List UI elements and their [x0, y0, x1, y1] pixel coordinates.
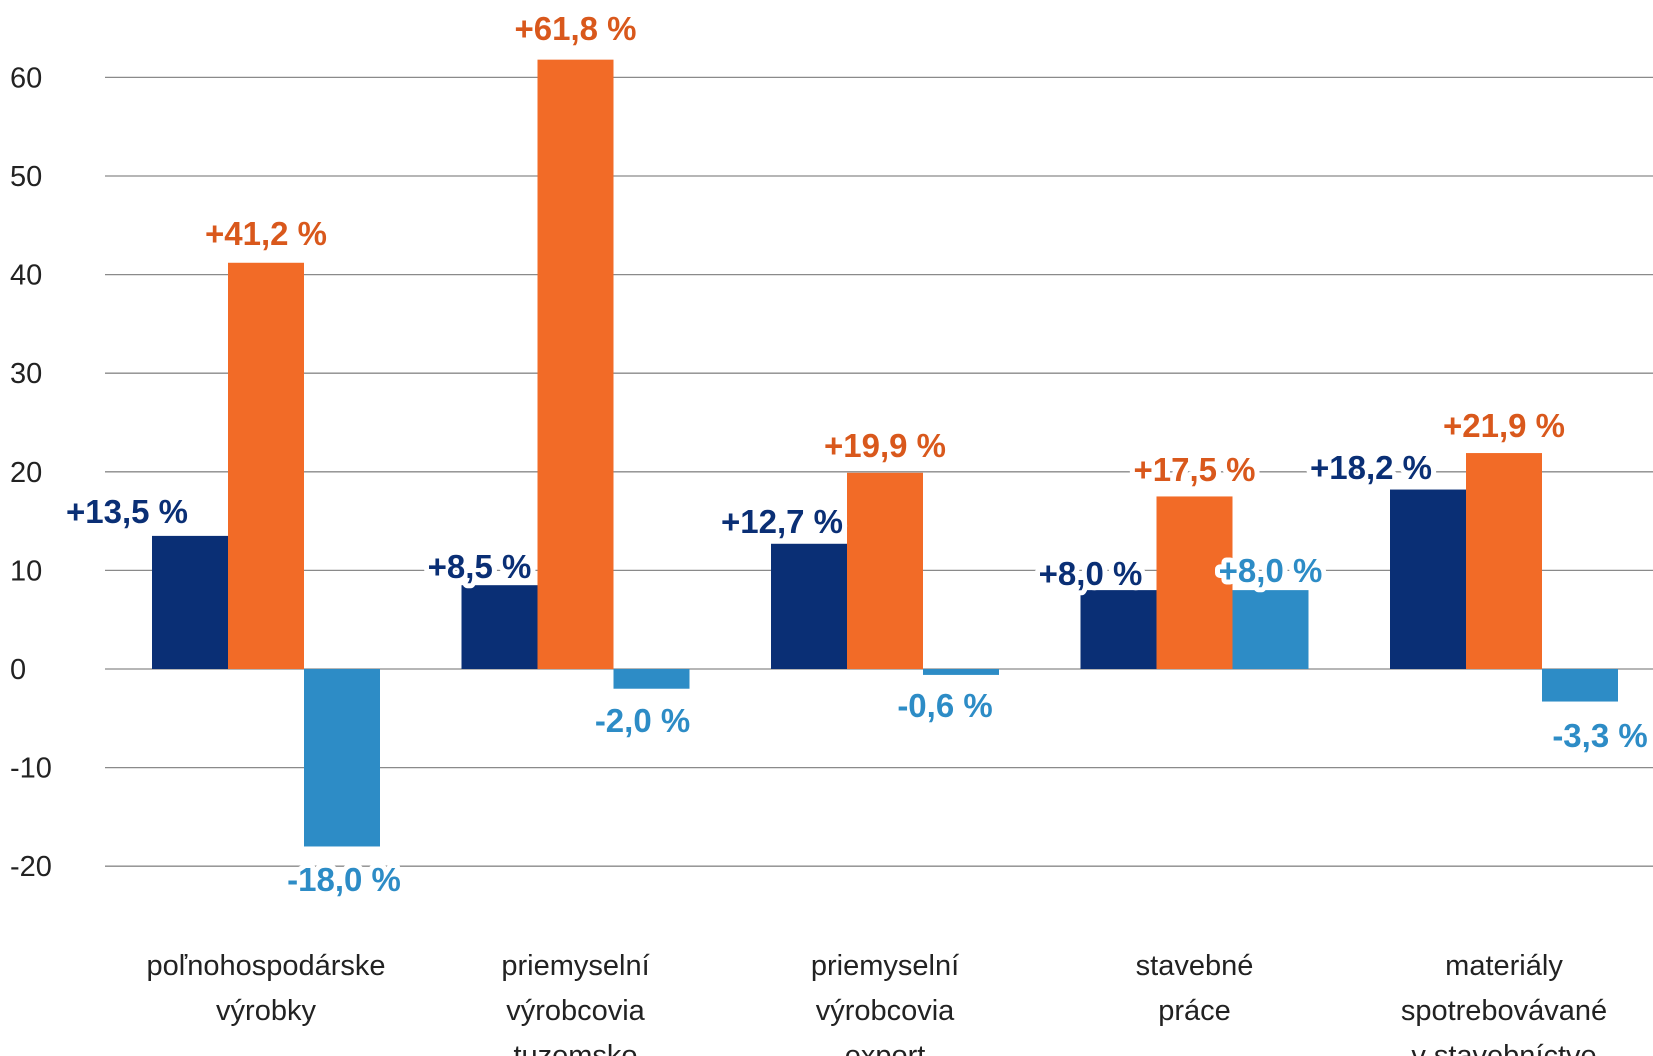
data-label: -3,3 % — [1552, 717, 1647, 754]
category-label: výrobky — [216, 995, 316, 1027]
y-axis-ticks: -20 -10 0 10 20 30 40 50 60 — [10, 62, 52, 883]
data-label-halo: -2,0 % — [595, 702, 690, 739]
bar — [1390, 489, 1466, 669]
y-tick-label: 40 — [10, 260, 42, 292]
bar — [228, 262, 304, 669]
category-label: materiály — [1445, 950, 1563, 982]
y-tick-label: 60 — [10, 62, 42, 94]
y-tick-label: 0 — [10, 654, 26, 686]
data-label-halo: +12,7 % — [721, 503, 843, 540]
category-label: stavebné — [1136, 950, 1254, 982]
data-label-halo: +18,2 % — [1310, 449, 1432, 486]
data-label-halo: +8,5 % — [428, 548, 532, 585]
data-label: +21,9 % — [1443, 407, 1565, 444]
y-tick-label: 10 — [10, 555, 42, 587]
bar — [1542, 669, 1618, 702]
category-label: poľnohospodárske — [146, 950, 385, 982]
bar — [1080, 590, 1157, 669]
data-label: +61,8 % — [514, 10, 636, 47]
category-label: výrobcovia — [816, 995, 955, 1027]
data-label-halo: -0,6 % — [897, 687, 992, 724]
y-tick-label: -10 — [10, 753, 52, 785]
y-tick-label: 20 — [10, 457, 42, 489]
data-label-halo: +19,9 % — [824, 427, 946, 464]
bar — [1232, 590, 1309, 669]
bar — [461, 585, 538, 669]
data-label: +8,0 % — [1039, 555, 1143, 592]
data-label: +8,0 % — [1219, 552, 1323, 589]
data-labels: +13,5 %+13,5 %+8,5 %+8,5 %+12,7 %+12,7 %… — [61, 5, 1653, 903]
data-label-halo: +61,8 % — [514, 10, 636, 47]
data-label: -2,0 % — [595, 702, 690, 739]
y-tick-label: 30 — [10, 358, 42, 390]
data-label-halo: +8,0 % — [1219, 552, 1323, 589]
category-label: export — [845, 1040, 926, 1056]
data-label-halo: -3,3 % — [1552, 717, 1647, 754]
bar — [1156, 496, 1233, 669]
bar — [152, 535, 228, 669]
data-label: +19,9 % — [824, 427, 946, 464]
data-label-halo: +17,5 % — [1133, 451, 1255, 488]
data-label: +18,2 % — [1310, 449, 1432, 486]
data-label: +12,7 % — [721, 503, 843, 540]
y-tick-label: -20 — [10, 851, 52, 883]
data-label-halo: +41,2 % — [205, 215, 327, 252]
data-label-halo: +21,9 % — [1443, 407, 1565, 444]
data-label: +17,5 % — [1133, 451, 1255, 488]
bar — [847, 472, 923, 669]
data-label: -0,6 % — [897, 687, 992, 724]
bar — [537, 59, 614, 670]
bar — [304, 669, 380, 847]
data-label: +13,5 % — [66, 493, 188, 530]
bars — [152, 59, 1618, 847]
data-label-halo: +8,0 % — [1039, 555, 1143, 592]
category-label: spotrebovávané — [1401, 995, 1607, 1027]
category-label: tuzemsko — [513, 1040, 637, 1056]
x-axis-categories: poľnohospodárske výrobky priemyselní výrobc… — [146, 950, 1607, 1056]
data-label-halo: +13,5 % — [66, 493, 188, 530]
category-label: práce — [1158, 995, 1231, 1027]
data-label: +8,5 % — [428, 548, 532, 585]
data-label-halo: -18,0 % — [287, 861, 401, 898]
bar — [613, 669, 690, 689]
y-tick-label: 50 — [10, 161, 42, 193]
bar — [771, 543, 847, 669]
category-label: priemyselní — [501, 950, 649, 982]
bar — [1466, 453, 1542, 669]
category-label: v stavebníctve — [1411, 1040, 1596, 1056]
category-label: výrobcovia — [506, 995, 645, 1027]
data-label: +41,2 % — [205, 215, 327, 252]
category-label: priemyselní — [811, 950, 959, 982]
bar — [923, 669, 999, 675]
data-label: -18,0 % — [287, 861, 401, 898]
